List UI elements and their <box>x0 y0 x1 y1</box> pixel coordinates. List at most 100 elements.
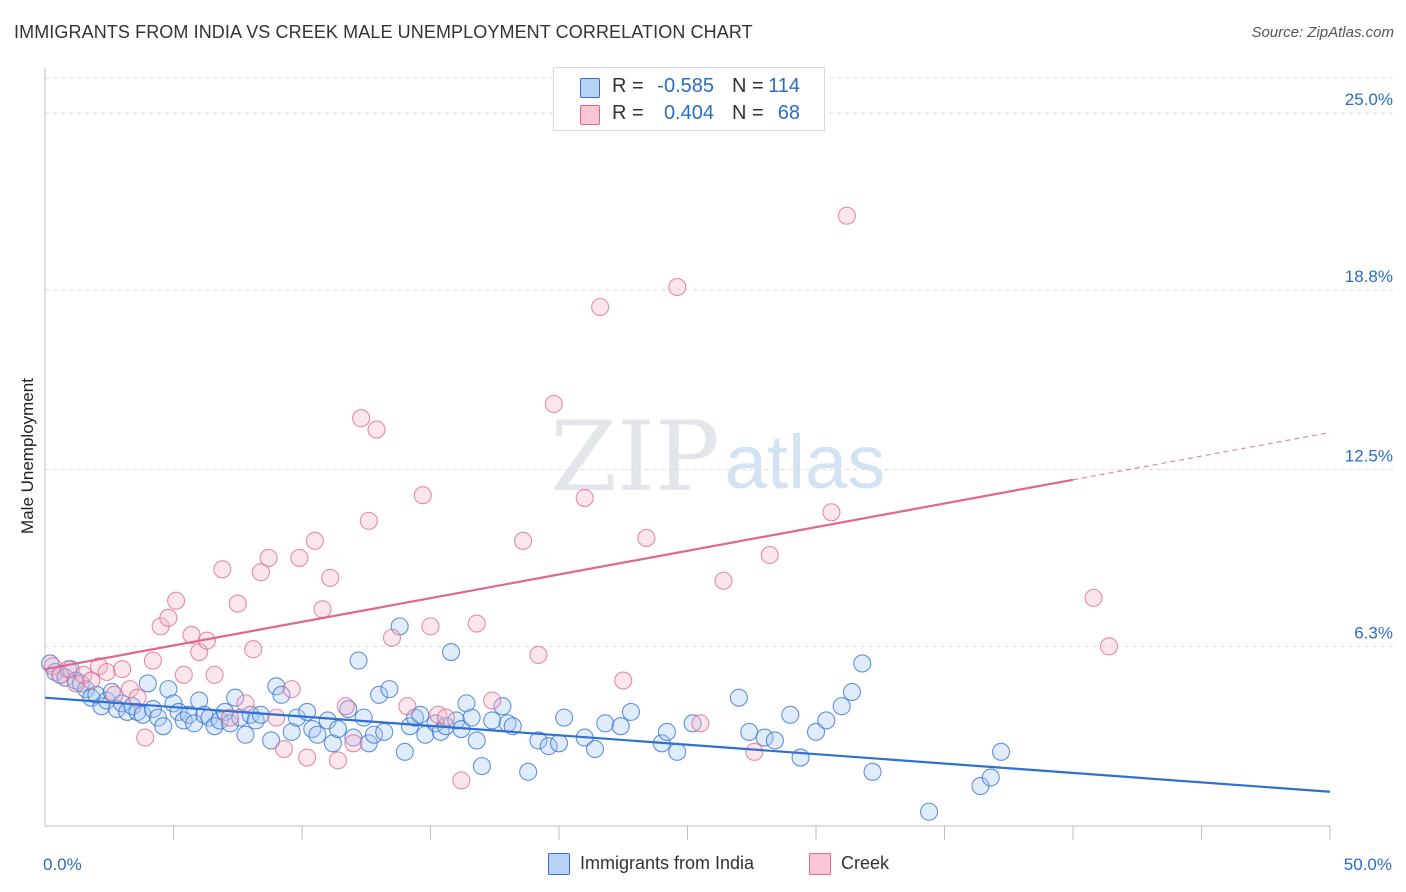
india-point <box>370 685 389 704</box>
india-point <box>395 742 414 761</box>
india-point <box>596 714 615 733</box>
creek-point <box>136 728 155 747</box>
india-point <box>102 682 121 702</box>
india-point <box>549 734 569 753</box>
india-point <box>220 714 240 733</box>
india-point <box>539 737 558 756</box>
india-point <box>817 711 836 730</box>
india-point <box>349 651 368 670</box>
legend: Immigrants from India Creek <box>0 852 1406 876</box>
creek-point <box>213 560 232 579</box>
x-tick-label: 50.0% <box>1344 855 1392 874</box>
india-point <box>308 725 327 744</box>
india-point <box>483 711 502 730</box>
india-point <box>364 725 384 744</box>
india-swatch-icon <box>580 78 600 98</box>
creek-point <box>513 531 533 550</box>
india-point <box>832 697 851 716</box>
india-point <box>729 688 748 707</box>
creek-point <box>352 409 371 428</box>
india-point <box>920 802 939 821</box>
creek-point <box>637 528 656 548</box>
india-point <box>159 680 178 699</box>
india-point <box>246 711 265 730</box>
india-point <box>359 734 378 753</box>
india-point <box>154 717 173 736</box>
y-tick-label: 6.3% <box>1354 623 1393 642</box>
india-point <box>133 705 152 724</box>
india-point <box>555 708 574 727</box>
creek-point <box>336 697 355 716</box>
y-tick-label: 18.8% <box>1345 267 1393 286</box>
creek-point <box>290 548 309 567</box>
india-point <box>272 685 291 704</box>
legend-label: Creek <box>841 853 890 873</box>
creek-point <box>614 671 633 690</box>
creek-point <box>668 277 687 297</box>
india-point <box>621 702 641 721</box>
india-point <box>241 705 260 724</box>
creek-point <box>714 571 733 590</box>
stats-row-creek: R = 0.404 N = 68 <box>554 101 824 127</box>
india-point <box>267 677 286 696</box>
india-point <box>339 700 358 719</box>
stats-r-value: 0.404 <box>663 102 714 124</box>
creek-point <box>274 739 294 759</box>
india-point <box>519 762 538 781</box>
creek-point <box>267 708 286 727</box>
creek-point <box>328 751 348 770</box>
india-point <box>138 674 157 693</box>
creek-point <box>591 297 610 317</box>
india-point <box>375 722 394 741</box>
creek-point <box>244 640 263 659</box>
india-point <box>457 694 476 713</box>
india-point <box>328 719 348 739</box>
india-point <box>210 711 229 730</box>
india-point <box>806 722 826 741</box>
creek-point <box>167 591 186 610</box>
stats-r-label: R = <box>612 75 644 97</box>
creek-point <box>691 714 710 733</box>
creek-point <box>228 594 247 613</box>
creek-point <box>305 531 324 550</box>
india-point <box>585 739 605 759</box>
india-point <box>853 654 872 673</box>
india-point <box>149 708 168 727</box>
creek-point <box>97 662 116 682</box>
creek-point <box>128 688 147 707</box>
stats-n-value: 68 <box>777 102 800 124</box>
india-point <box>503 717 522 736</box>
data-points <box>41 206 1119 821</box>
india-point <box>863 762 882 781</box>
creek-point <box>220 708 240 727</box>
stats-n-value: 114 <box>768 75 800 97</box>
creek-point <box>452 771 471 790</box>
creek-point <box>82 671 101 690</box>
creek-point <box>236 694 255 713</box>
stats-r-value: -0.585 <box>657 75 714 97</box>
india-point <box>226 688 245 707</box>
india-point <box>354 708 373 727</box>
creek-point <box>822 503 841 522</box>
stats-n-label: N = <box>732 102 764 124</box>
india-point <box>991 742 1011 761</box>
creek-point <box>313 600 332 619</box>
creek-legend-swatch-icon <box>809 853 831 875</box>
india-point <box>765 731 784 750</box>
creek-point <box>344 734 363 753</box>
watermark-zip: ZIP <box>550 401 719 513</box>
india-point <box>282 722 301 741</box>
creek-point <box>282 680 301 699</box>
india-point <box>447 711 466 730</box>
india-point <box>77 680 96 699</box>
stats-n-label: N = <box>732 75 764 97</box>
india-trend-line <box>44 696 1331 793</box>
india-point <box>611 717 630 736</box>
india-point <box>668 742 687 761</box>
creek-point <box>367 420 386 439</box>
india-point <box>174 711 193 730</box>
india-point <box>755 728 774 747</box>
creek-point <box>113 660 132 679</box>
india-point <box>107 700 127 719</box>
